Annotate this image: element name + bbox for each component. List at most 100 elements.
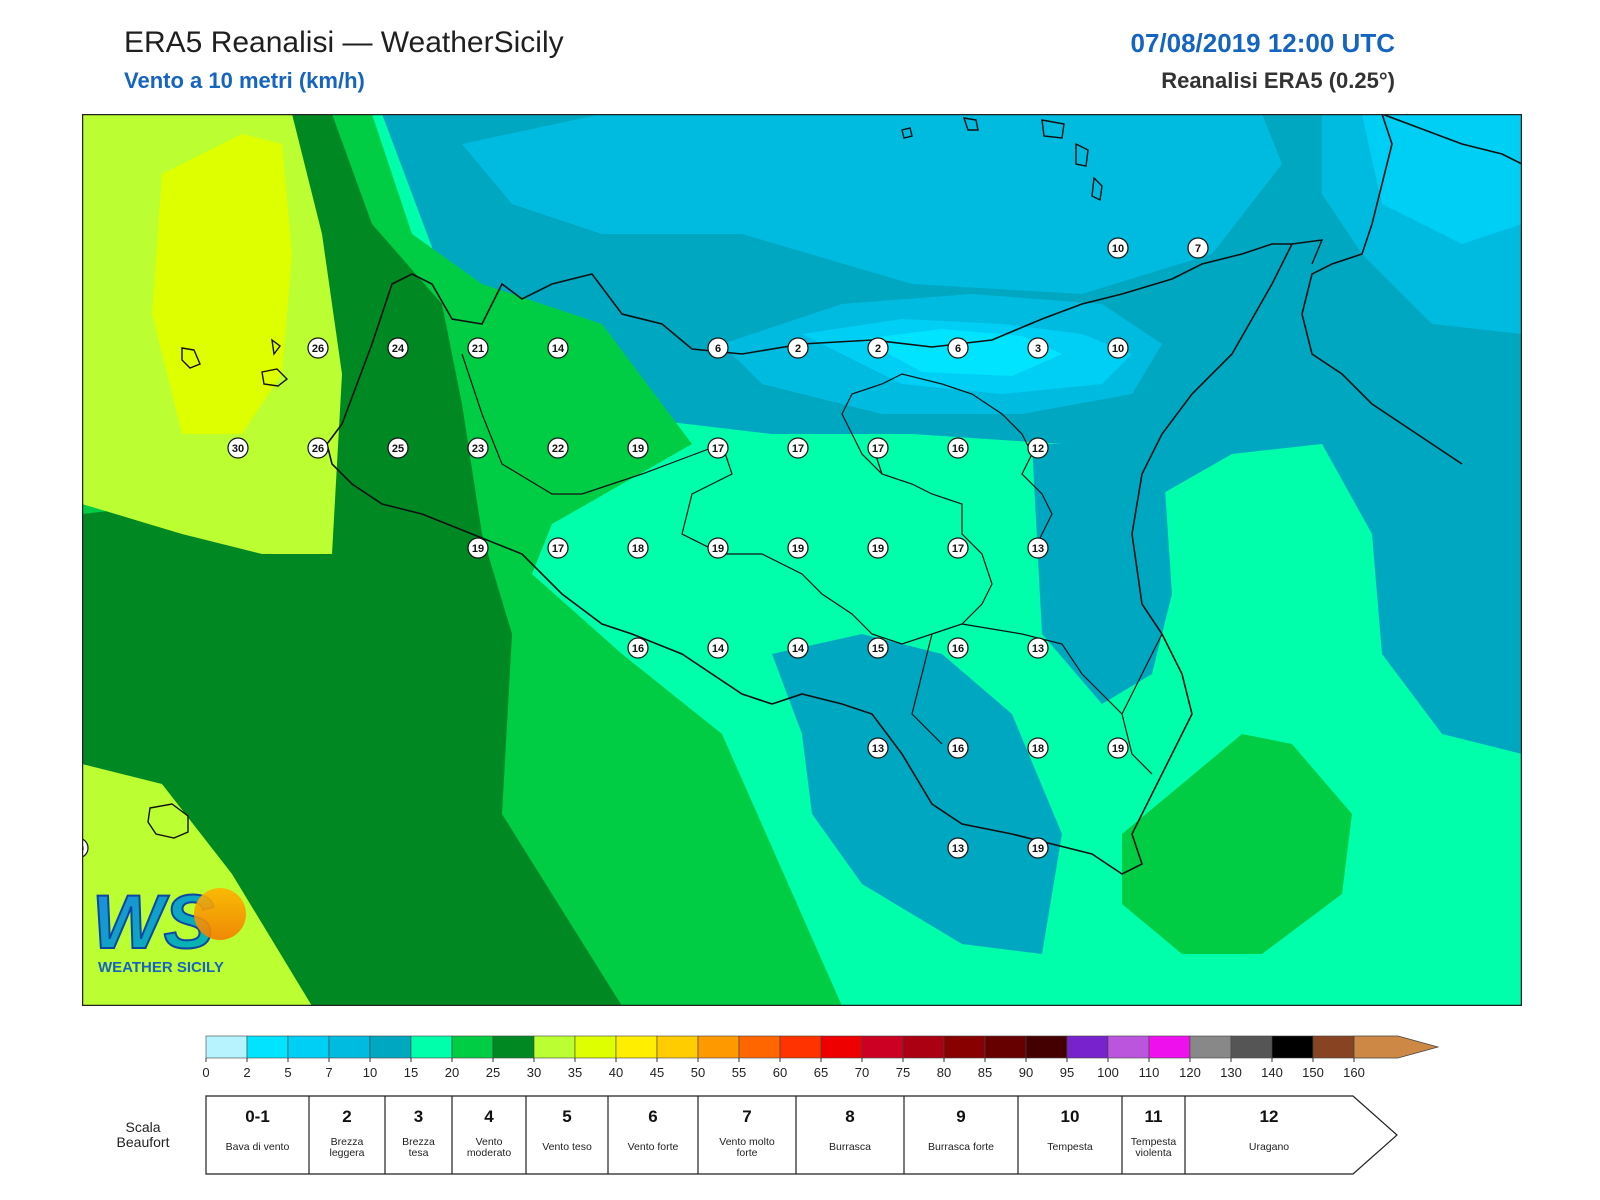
wind-value-label: 26	[312, 343, 324, 355]
colorbar-tick-label: 160	[1343, 1065, 1365, 1080]
beaufort-name: Vento molto forte	[719, 1136, 775, 1159]
wind-value-marker: 16	[627, 637, 649, 659]
wind-value-label: 14	[712, 643, 725, 655]
colorbar-segment	[984, 1035, 1027, 1059]
wind-value-marker: 2	[867, 337, 889, 359]
colorbar-tick-label: 65	[814, 1065, 828, 1080]
beaufort-class: 6 Vento forte	[607, 1096, 679, 1174]
beaufort-class: 2 Brezza leggera	[308, 1096, 365, 1174]
wind-value-label: 23	[472, 443, 484, 455]
wind-value-label: 17	[872, 443, 884, 455]
wind-value-marker: 17	[707, 437, 729, 459]
colorbar-segment	[533, 1035, 576, 1059]
wind-value-label: 2	[795, 343, 801, 355]
colorbar-tick-label: 10	[363, 1065, 377, 1080]
colorbar-segment	[574, 1035, 617, 1059]
wind-value-marker: 16	[947, 437, 969, 459]
beaufort-class: 12 Uragano	[1184, 1096, 1289, 1174]
beaufort-class: 0-1 Bava di vento	[226, 1107, 290, 1153]
colorbar-tick-label: 50	[691, 1065, 705, 1080]
colorbar-tick-label: 70	[855, 1065, 869, 1080]
beaufort-number: 5	[562, 1107, 571, 1126]
wind-value-label: 7	[1195, 243, 1201, 255]
beaufort-number: 4	[484, 1107, 494, 1126]
beaufort-name: Burrasca	[829, 1141, 871, 1153]
wind-value-marker: 16	[947, 637, 969, 659]
wind-value-label: 17	[792, 443, 804, 455]
wind-value-label: 25	[392, 443, 404, 455]
wind-value-marker: 18	[627, 537, 649, 559]
colorbar-segment	[1066, 1035, 1109, 1059]
colorbar-tick-label: 150	[1302, 1065, 1324, 1080]
wind-value-label: 19	[1112, 743, 1124, 755]
wind-value-marker: 7	[1187, 237, 1209, 259]
beaufort-class: 11 Tempesta violenta	[1121, 1096, 1176, 1174]
wind-value-label: 19	[712, 543, 724, 555]
wind-value-marker: 19	[1107, 737, 1129, 759]
beaufort-number: 0-1	[245, 1107, 270, 1126]
weathersicily-logo: WS WEATHER SICILY	[91, 879, 246, 976]
colorbar-tick-label: 40	[609, 1065, 623, 1080]
wind-value-label: 17	[552, 543, 564, 555]
beaufort-name: Brezza leggera	[329, 1136, 364, 1159]
colorbar-segment	[861, 1035, 904, 1059]
wind-value-marker: 14	[787, 637, 809, 659]
beaufort-class: 5 Vento teso	[525, 1096, 592, 1174]
field-5-7-ne	[1362, 114, 1522, 244]
wind-value-marker: 17	[547, 537, 569, 559]
colorbar-segment	[943, 1035, 986, 1059]
map-frame	[82, 114, 1522, 1006]
wind-value-marker: 2	[787, 337, 809, 359]
colorbar-segment	[820, 1035, 863, 1059]
wind-value-marker: 26	[307, 437, 329, 459]
colorbar-tick-label: 80	[937, 1065, 951, 1080]
wind-value-label: 17	[712, 443, 724, 455]
beaufort-name: Burrasca forte	[928, 1141, 994, 1153]
colorbar-tick-label: 15	[404, 1065, 418, 1080]
wind-value-marker: 6	[707, 337, 729, 359]
colorbar-tick-label: 140	[1261, 1065, 1283, 1080]
wind-value-marker: 13	[1027, 537, 1049, 559]
pantelleria-island	[147, 803, 189, 839]
beaufort-name: Uragano	[1249, 1141, 1289, 1153]
province-borders	[461, 353, 1163, 775]
beaufort-number: 6	[648, 1107, 657, 1126]
wind-value-marker: 17	[787, 437, 809, 459]
colorbar-tick-label: 30	[527, 1065, 541, 1080]
beaufort-class: 4 Vento moderato	[451, 1096, 512, 1174]
wind-value-marker: 19	[1027, 837, 1049, 859]
wind-value-label: 15	[872, 643, 884, 655]
wind-value-marker: 17	[867, 437, 889, 459]
colorbar-segment	[1312, 1035, 1355, 1059]
wind-value-marker: 25	[387, 437, 409, 459]
colorbar-segment	[205, 1035, 248, 1059]
wind-value-label: 3	[1035, 343, 1041, 355]
wind-value-label: 19	[792, 543, 804, 555]
wind-value-marker: 13	[947, 837, 969, 859]
wind-value-label: 16	[952, 443, 964, 455]
colorbar-segment	[615, 1035, 658, 1059]
colorbar-segment	[1107, 1035, 1150, 1059]
colorbar-tick-label: 55	[732, 1065, 746, 1080]
beaufort-class: 10 Tempesta	[1017, 1096, 1093, 1174]
colorbar-tick-label: 100	[1097, 1065, 1119, 1080]
wind-value-label: 16	[952, 643, 964, 655]
wind-value-marker: 18	[1027, 737, 1049, 759]
beaufort-number: 12	[1260, 1107, 1279, 1126]
colorbar-segment	[492, 1035, 535, 1059]
colorbar-arrow	[1353, 1035, 1440, 1059]
colorbar-tick-label: 0	[202, 1065, 209, 1080]
wind-value-label: 19	[632, 443, 644, 455]
colorbar-segment	[779, 1035, 822, 1059]
beaufort-name: Vento moderato	[467, 1136, 512, 1159]
wind-value-marker: 24	[387, 337, 409, 359]
wind-value-label: 14	[552, 343, 565, 355]
wind-value-label: 16	[952, 743, 964, 755]
wind-value-marker: 19	[467, 537, 489, 559]
wind-value-marker: 6	[947, 337, 969, 359]
beaufort-name: Vento teso	[542, 1141, 592, 1153]
wind-value-marker: 30	[227, 437, 249, 459]
wind-value-label: 2	[875, 343, 881, 355]
